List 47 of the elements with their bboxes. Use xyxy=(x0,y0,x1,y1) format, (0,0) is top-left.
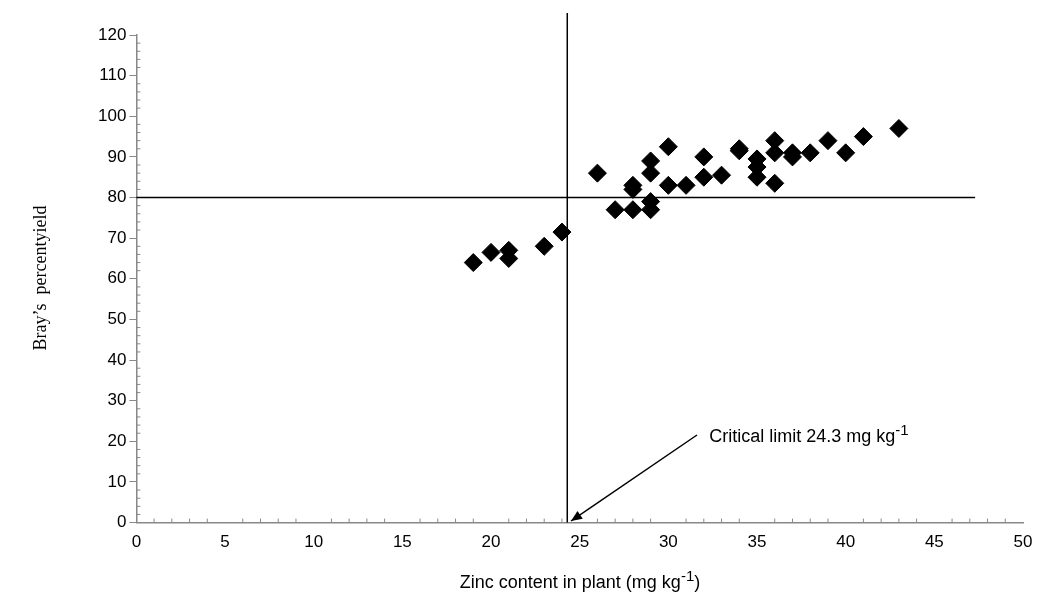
x-tick-label: 20 xyxy=(481,532,501,552)
point xyxy=(463,253,483,273)
x-tick-label: 15 xyxy=(392,532,412,552)
x-tick-label: 5 xyxy=(220,532,230,552)
y-tick-label: 80 xyxy=(107,187,127,207)
point xyxy=(818,131,838,151)
point xyxy=(765,173,785,193)
x-tick-label: 45 xyxy=(924,532,944,552)
y-tick-label: 50 xyxy=(107,309,127,329)
y-tick-label: 10 xyxy=(107,471,127,491)
point xyxy=(800,143,820,163)
point xyxy=(481,242,501,262)
x-tick-label: 25 xyxy=(570,532,590,552)
point xyxy=(658,137,678,157)
x-tick-label: 10 xyxy=(304,532,324,552)
y-tick-label: 120 xyxy=(97,24,127,44)
y-tick-label: 30 xyxy=(107,390,127,410)
x-tick-label: 35 xyxy=(747,532,767,552)
y-tick-label: 100 xyxy=(97,105,127,125)
x-tick-label: 40 xyxy=(836,532,856,552)
y-tick-label: 90 xyxy=(107,146,127,166)
x-tick-label: 50 xyxy=(1013,532,1033,552)
point xyxy=(552,222,572,242)
x-tick-label: 30 xyxy=(658,532,678,552)
y-tick-label: 20 xyxy=(107,431,127,451)
y-axis-title: Bray’s percentyield xyxy=(29,205,51,351)
point xyxy=(676,175,696,195)
point xyxy=(853,127,873,147)
point xyxy=(658,175,678,195)
y-tick-label: 0 xyxy=(116,512,127,532)
y-tick-label: 110 xyxy=(99,65,127,85)
x-axis-title: Zinc content in plant (mg kg$^{-1}$) xyxy=(459,567,701,593)
x-tick-label: 0 xyxy=(131,532,142,552)
point xyxy=(889,118,909,138)
y-tick-label: 60 xyxy=(107,268,127,288)
point xyxy=(605,200,625,220)
point xyxy=(836,143,856,163)
point xyxy=(587,163,607,183)
y-tick-label: 70 xyxy=(107,227,127,247)
y-tick-label: 40 xyxy=(107,349,127,369)
point xyxy=(694,167,714,187)
point xyxy=(641,151,661,171)
point xyxy=(712,165,732,185)
point xyxy=(534,236,554,256)
point xyxy=(623,200,643,220)
annotation: Critical limit 24.3 mg kg$^{-1}$ xyxy=(709,420,909,447)
point xyxy=(694,147,714,167)
